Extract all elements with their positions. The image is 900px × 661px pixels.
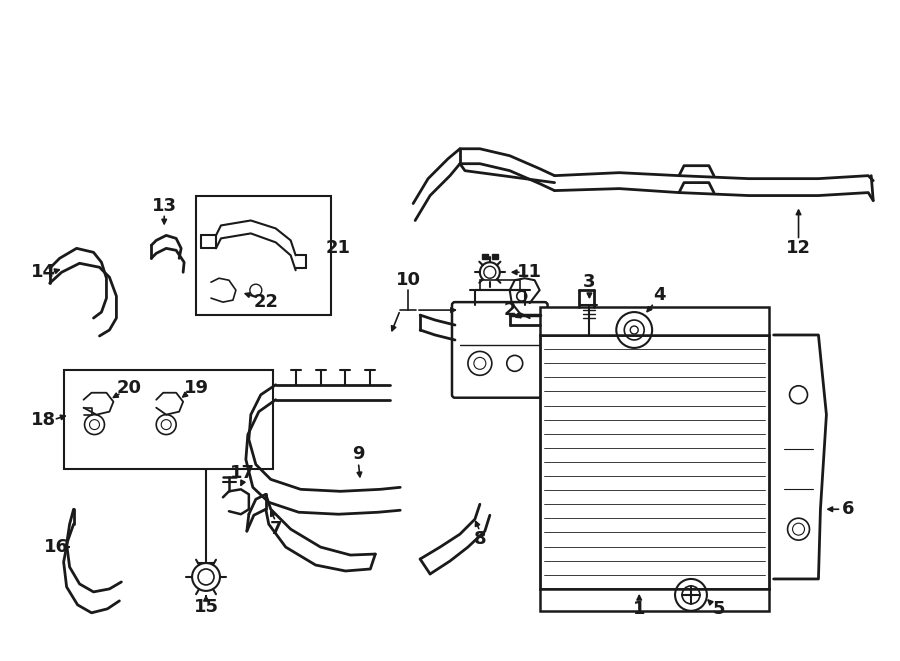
Text: 7: 7 — [269, 520, 282, 538]
Bar — [540, 307, 769, 335]
Text: 20: 20 — [117, 379, 142, 397]
Text: 10: 10 — [396, 271, 420, 290]
Text: 11: 11 — [518, 263, 542, 281]
Text: 22: 22 — [253, 293, 278, 311]
Text: 13: 13 — [152, 196, 176, 215]
Bar — [482, 254, 488, 259]
Text: 6: 6 — [842, 500, 855, 518]
Bar — [540, 335, 769, 589]
Text: 17: 17 — [230, 465, 256, 483]
Text: 18: 18 — [32, 410, 57, 428]
Text: 2: 2 — [503, 301, 516, 319]
Text: 14: 14 — [32, 263, 56, 281]
Text: 8: 8 — [473, 530, 486, 548]
Text: 19: 19 — [184, 379, 209, 397]
Bar — [64, 370, 273, 469]
Bar — [480, 280, 519, 290]
Text: 16: 16 — [44, 538, 69, 556]
Text: 3: 3 — [583, 273, 596, 292]
Text: 15: 15 — [194, 598, 219, 616]
Text: 1: 1 — [633, 600, 645, 618]
Bar — [540, 589, 769, 611]
Text: 5: 5 — [713, 600, 725, 618]
Bar — [491, 254, 498, 259]
Text: 4: 4 — [652, 286, 665, 304]
Bar — [196, 196, 330, 315]
Text: 21: 21 — [326, 239, 351, 257]
Text: 12: 12 — [786, 239, 811, 257]
Text: 9: 9 — [352, 446, 365, 463]
FancyBboxPatch shape — [452, 302, 547, 398]
